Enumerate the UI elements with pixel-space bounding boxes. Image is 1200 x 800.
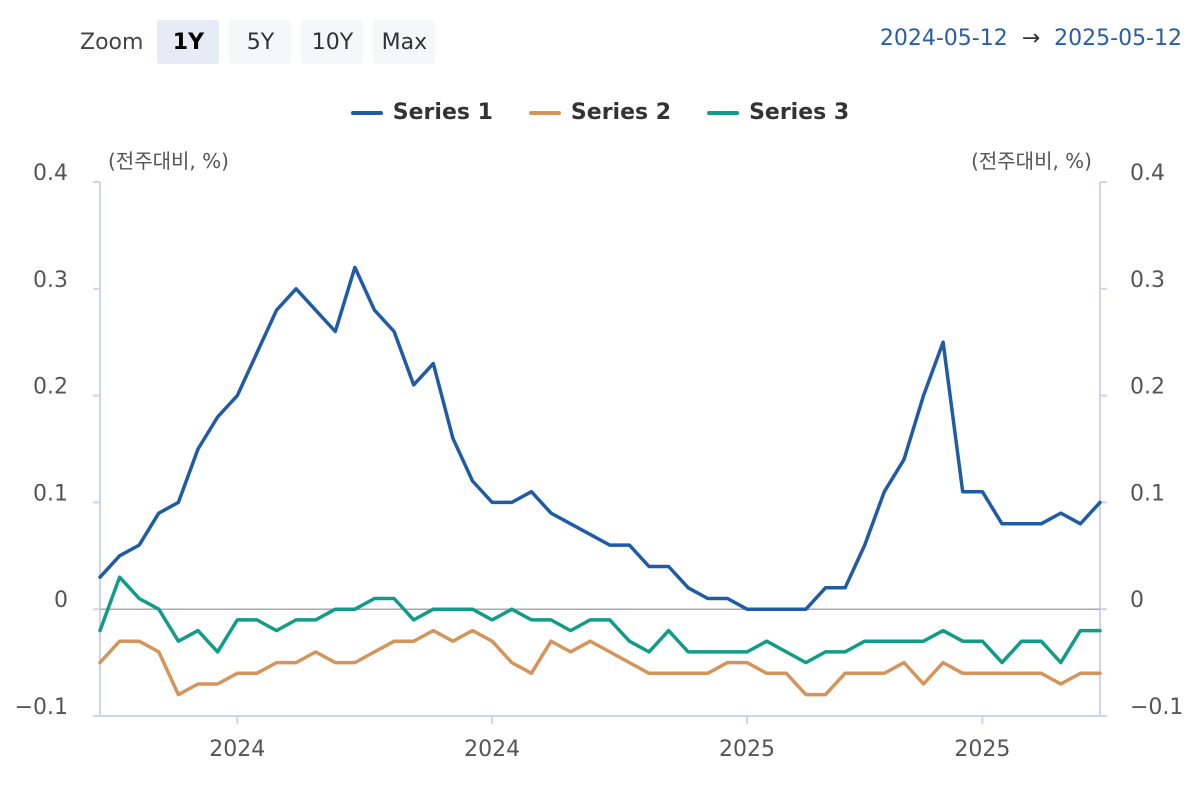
- zoom-label: Zoom: [80, 29, 144, 55]
- y-unit-label-left: (전주대비, %): [108, 149, 229, 173]
- zoom-max-button[interactable]: Max: [373, 20, 436, 64]
- legend-swatch-series-1: [350, 110, 383, 115]
- date-range-arrow: →: [1021, 26, 1041, 51]
- y-tick-label-left: 0.3: [33, 268, 68, 293]
- y-unit-label-right: (전주대비, %): [971, 149, 1092, 173]
- zoom-1y-button[interactable]: 1Y: [157, 20, 220, 64]
- y-tick-label-left: 0.2: [33, 375, 68, 400]
- legend-item-series-1[interactable]: Series 1: [350, 100, 493, 125]
- legend-label-series-2: Series 2: [570, 100, 672, 125]
- date-range-end[interactable]: 2025-05-12: [1054, 26, 1182, 51]
- legend-item-series-2[interactable]: Series 2: [528, 100, 672, 125]
- y-tick-label-right: 0: [1130, 588, 1144, 613]
- chart-legend: Series 1 Series 2 Series 3: [0, 100, 1200, 125]
- y-tick-label-left: 0.1: [33, 481, 68, 506]
- y-tick-label-right: 0.3: [1130, 268, 1165, 293]
- legend-label-series-1: Series 1: [392, 100, 493, 125]
- x-tick-label: 2024: [464, 737, 520, 762]
- date-range-start[interactable]: 2024-05-12: [879, 26, 1008, 51]
- y-tick-label-right: 0.2: [1130, 375, 1165, 400]
- zoom-10y-button[interactable]: 10Y: [301, 20, 364, 64]
- series-1-line: [98, 265, 1102, 611]
- series-2-line: [98, 628, 1102, 697]
- x-tick-label: 2025: [954, 737, 1010, 762]
- y-tick-label-right: 0.1: [1130, 481, 1165, 506]
- legend-label-series-3: Series 3: [749, 100, 850, 125]
- y-tick-label-right: −0.1: [1130, 695, 1183, 720]
- x-tick-label: 2025: [719, 737, 775, 762]
- x-tick-label: 2024: [209, 737, 265, 762]
- y-tick-label-left: −0.1: [15, 695, 68, 720]
- legend-swatch-series-2: [528, 110, 561, 115]
- y-tick-label-right: 0.4: [1130, 161, 1165, 186]
- legend-swatch-series-3: [707, 110, 740, 115]
- legend-item-series-3[interactable]: Series 3: [707, 100, 849, 125]
- y-tick-label-left: 0: [54, 588, 68, 613]
- series-3-line: [98, 575, 1102, 665]
- zoom-bar: Zoom 1Y 5Y 10Y Max: [80, 20, 436, 64]
- zoom-5y-button[interactable]: 5Y: [229, 20, 292, 64]
- y-tick-label-left: 0.4: [33, 161, 68, 186]
- date-range: 2024-05-12 → 2025-05-12: [880, 26, 1182, 51]
